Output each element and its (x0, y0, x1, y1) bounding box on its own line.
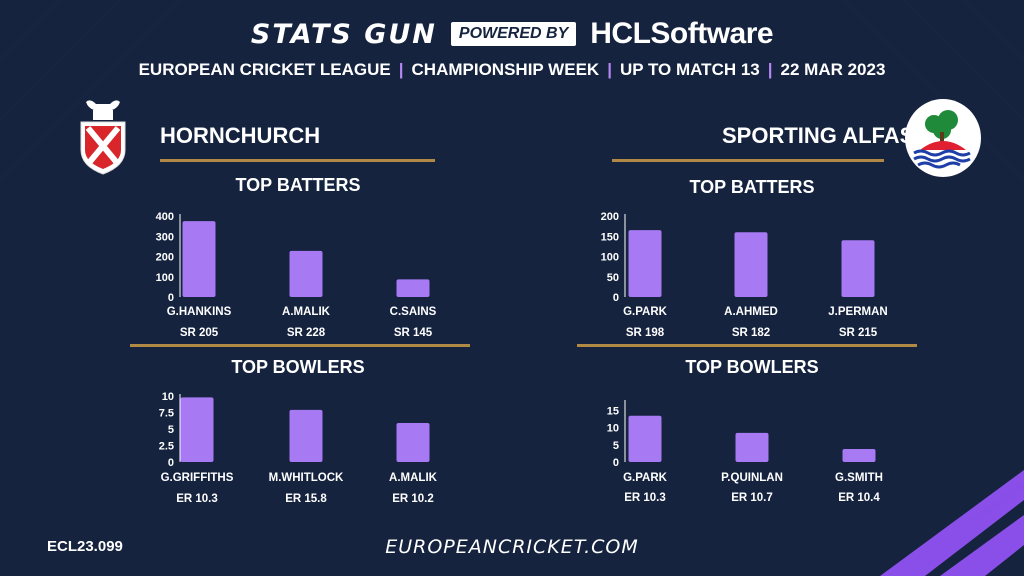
bar (289, 409, 323, 462)
category-label: C.SAINS (390, 306, 437, 318)
data-sub-label: ER 10.3 (624, 492, 666, 504)
bar (842, 448, 876, 462)
category-label: G.PARK (623, 472, 668, 484)
week-name: CHAMPIONSHIP WEEK (411, 60, 600, 79)
y-tick-label: 0 (168, 457, 174, 469)
divider (612, 159, 884, 162)
y-tick-label: 300 (156, 231, 174, 243)
corner-stripes (880, 470, 1024, 576)
category-label: A.AHMED (724, 306, 778, 318)
y-tick-label: 50 (607, 272, 619, 284)
category-label: A.MALIK (282, 306, 331, 318)
stats-gun-logo: STATS GUN (250, 18, 437, 50)
section-title-batters-right: TOP BATTERS (689, 177, 815, 197)
footer-code: ECL23.099 (47, 538, 123, 555)
team-name-right: SPORTING ALFAS (722, 123, 915, 148)
bar (182, 221, 216, 297)
league-name: EUROPEAN CRICKET LEAGUE (138, 60, 391, 79)
date-info: 22 MAR 2023 (780, 60, 886, 79)
separator: | (607, 60, 612, 79)
category-label: M.WHITLOCK (269, 472, 344, 484)
bar (734, 232, 768, 297)
data-sub-label: SR 215 (839, 327, 878, 339)
y-tick-label: 100 (601, 252, 619, 264)
y-tick-label: 0 (168, 292, 174, 304)
divider (577, 344, 917, 347)
bar (289, 250, 323, 297)
data-sub-label: SR 145 (394, 327, 433, 339)
y-tick-label: 400 (156, 211, 174, 223)
data-sub-label: ER 10.2 (392, 493, 434, 505)
bar (735, 432, 769, 462)
section-title-batters-left: TOP BATTERS (235, 175, 361, 195)
data-sub-label: SR 205 (180, 327, 219, 339)
category-label: G.SMITH (835, 472, 883, 484)
bar (396, 279, 430, 297)
hcl-software-logo: HCLSoftware (590, 17, 774, 50)
data-sub-label: ER 10.7 (731, 492, 773, 504)
bar (628, 230, 662, 297)
y-tick-label: 150 (601, 231, 619, 243)
y-tick-label: 0 (613, 292, 619, 304)
bar (628, 415, 662, 462)
sporting-alfas-logo-icon (905, 99, 981, 177)
data-sub-label: ER 15.8 (285, 493, 327, 505)
hornchurch-crest-icon (80, 100, 126, 175)
y-tick-label: 7.5 (159, 408, 174, 420)
bar (841, 240, 875, 297)
divider (160, 159, 435, 162)
divider (130, 344, 470, 347)
category-label: P.QUINLAN (721, 472, 783, 484)
team-name-left: HORNCHURCH (160, 123, 321, 148)
y-tick-label: 200 (156, 252, 174, 264)
header-subtitle: EUROPEAN CRICKET LEAGUE | CHAMPIONSHIP W… (0, 60, 1024, 80)
section-title-bowlers-left: TOP BOWLERS (231, 357, 365, 377)
bar (180, 397, 214, 462)
match-info: UP TO MATCH 13 (619, 60, 760, 79)
footer-url[interactable]: EUROPEANCRICKET.COM (385, 536, 639, 558)
data-sub-label: SR 198 (626, 327, 665, 339)
y-tick-label: 100 (156, 272, 174, 284)
category-label: J.PERMAN (828, 306, 887, 318)
header: STATS GUN POWERED BY HCLSoftware EUROPEA… (0, 14, 1024, 80)
data-sub-label: SR 182 (732, 327, 770, 339)
bar (396, 423, 430, 462)
category-label: A.MALIK (389, 472, 438, 484)
y-tick-label: 15 (607, 406, 619, 418)
y-tick-label: 5 (168, 424, 174, 436)
category-label: G.PARK (623, 306, 668, 318)
data-sub-label: SR 228 (287, 327, 326, 339)
category-label: G.HANKINS (167, 306, 232, 318)
powered-by-badge: POWERED BY (450, 22, 577, 46)
y-tick-label: 0 (613, 457, 619, 469)
y-tick-label: 2.5 (159, 441, 174, 453)
y-tick-label: 10 (162, 391, 174, 403)
section-title-bowlers-right: TOP BOWLERS (685, 357, 819, 377)
y-tick-label: 200 (601, 211, 619, 223)
data-sub-label: ER 10.4 (838, 492, 880, 504)
y-tick-label: 10 (607, 423, 619, 435)
y-tick-label: 5 (613, 440, 619, 452)
category-label: G.GRIFFITHS (161, 472, 234, 484)
separator: | (398, 60, 404, 79)
separator: | (767, 60, 773, 79)
data-sub-label: ER 10.3 (176, 493, 218, 505)
